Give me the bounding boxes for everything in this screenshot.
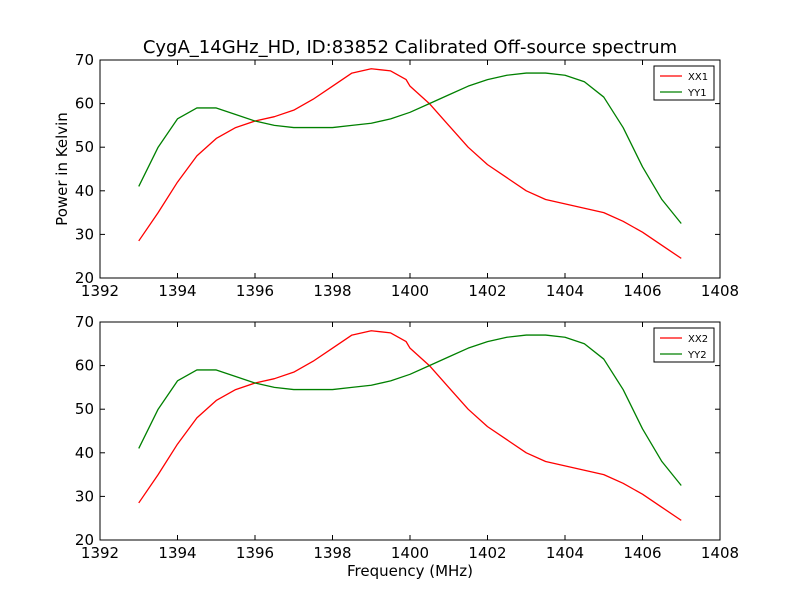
y-tick-label: 20 xyxy=(75,531,94,549)
y-tick-label: 50 xyxy=(75,400,94,418)
x-tick-label: 1400 xyxy=(391,282,429,300)
y-tick-label: 40 xyxy=(75,444,94,462)
x-tick-label: 1400 xyxy=(391,544,429,562)
x-tick-label: 1408 xyxy=(701,282,739,300)
figure-title: CygA_14GHz_HD, ID:83852 Calibrated Off-s… xyxy=(143,37,677,58)
x-tick-label: 1406 xyxy=(623,544,661,562)
series-line-yy1 xyxy=(138,72,682,224)
y-axis-label: Power in Kelvin xyxy=(53,112,71,226)
y-tick-label: 70 xyxy=(75,51,94,69)
panel-top: 1392 1394 1396 1398 1400 1402 1404 1406 1408 20 30… xyxy=(53,51,739,300)
panel-bottom: 1392 1394 1396 1398 1400 1402 1404 1406 1408 20 30… xyxy=(75,313,739,580)
legend-entry-label: YY2 xyxy=(687,350,707,361)
x-tick-label: 1394 xyxy=(158,282,196,300)
y-tick-label: 60 xyxy=(75,95,94,113)
x-tick-label: 1392 xyxy=(81,282,119,300)
y-tick-label: 70 xyxy=(75,313,94,331)
legend-box xyxy=(653,65,715,101)
y-tick-label: 60 xyxy=(75,357,94,375)
y-tick-label: 30 xyxy=(75,487,94,505)
y-tick-label: 40 xyxy=(75,182,94,200)
x-tick-label: 1408 xyxy=(701,544,739,562)
y-tick-label: 20 xyxy=(75,269,94,287)
legend-entry-label: XX2 xyxy=(688,334,708,345)
series-line-xx1 xyxy=(138,68,682,259)
legend-entry-label: XX1 xyxy=(688,72,708,83)
plot-area xyxy=(100,60,720,278)
x-tick-label: 1404 xyxy=(546,544,584,562)
x-tick-label: 1402 xyxy=(468,544,506,562)
y-tick-label: 50 xyxy=(75,138,94,156)
x-axis-label: Frequency (MHz) xyxy=(347,562,473,580)
x-tick-label: 1402 xyxy=(468,282,506,300)
x-tick-label: 1394 xyxy=(158,544,196,562)
y-tick-label: 30 xyxy=(75,225,94,243)
legend-box xyxy=(653,327,715,363)
x-tick-label: 1406 xyxy=(623,282,661,300)
x-tick-label: 1398 xyxy=(313,544,351,562)
x-tick-label: 1392 xyxy=(81,544,119,562)
x-tick-label: 1396 xyxy=(236,282,274,300)
plot-area xyxy=(100,322,720,540)
x-tick-label: 1398 xyxy=(313,282,351,300)
series-line-yy2 xyxy=(138,334,682,486)
x-tick-label: 1404 xyxy=(546,282,584,300)
series-line-xx2 xyxy=(138,330,682,521)
legend-entry-label: YY1 xyxy=(687,88,707,99)
x-tick-label: 1396 xyxy=(236,544,274,562)
